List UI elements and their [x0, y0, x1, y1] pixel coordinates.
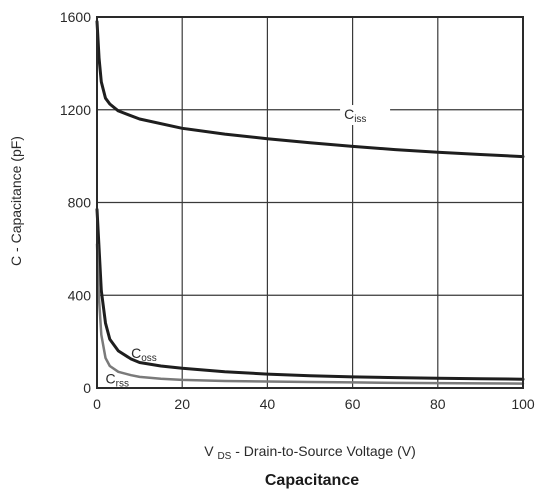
series-label-crss: Crss [106, 370, 129, 389]
y-tick-label: 800 [68, 195, 92, 211]
series-line-crss [95, 242, 525, 385]
series-label-coss: Coss [131, 345, 157, 364]
series-label-background [340, 105, 391, 126]
plot-frame [96, 16, 524, 389]
x-axis-label: V DS - Drain-to-Source Voltage (V) [204, 443, 416, 462]
x-tick-label: 40 [260, 396, 276, 412]
x-tick-label: 0 [93, 396, 101, 412]
x-tick-label: 60 [345, 396, 361, 412]
x-tick-label: 20 [174, 396, 190, 412]
tick-labels: 0 20 40 60 80 100 0 400 800 1200 1600 [60, 9, 535, 412]
y-tick-label: 1600 [60, 9, 91, 25]
chart-caption: Capacitance [265, 472, 359, 489]
y-tick-label: 1200 [60, 102, 91, 118]
x-axis-label-main: V [204, 443, 214, 459]
series-line-ciss [95, 20, 525, 159]
grid [96, 16, 524, 389]
series-line-coss [95, 208, 525, 381]
x-tick-label: 100 [511, 396, 535, 412]
y-tick-label: 0 [83, 380, 91, 396]
x-axis-label-subscript: DS [217, 451, 231, 462]
x-tick-label: 80 [430, 396, 446, 412]
y-axis-label: C - Capacitance (pF) [8, 136, 24, 266]
series-label-ciss: Ciss [344, 106, 366, 125]
x-axis-label-rest: - Drain-to-Source Voltage (V) [235, 443, 416, 459]
series-lines [95, 20, 525, 385]
y-tick-label: 400 [68, 287, 92, 303]
